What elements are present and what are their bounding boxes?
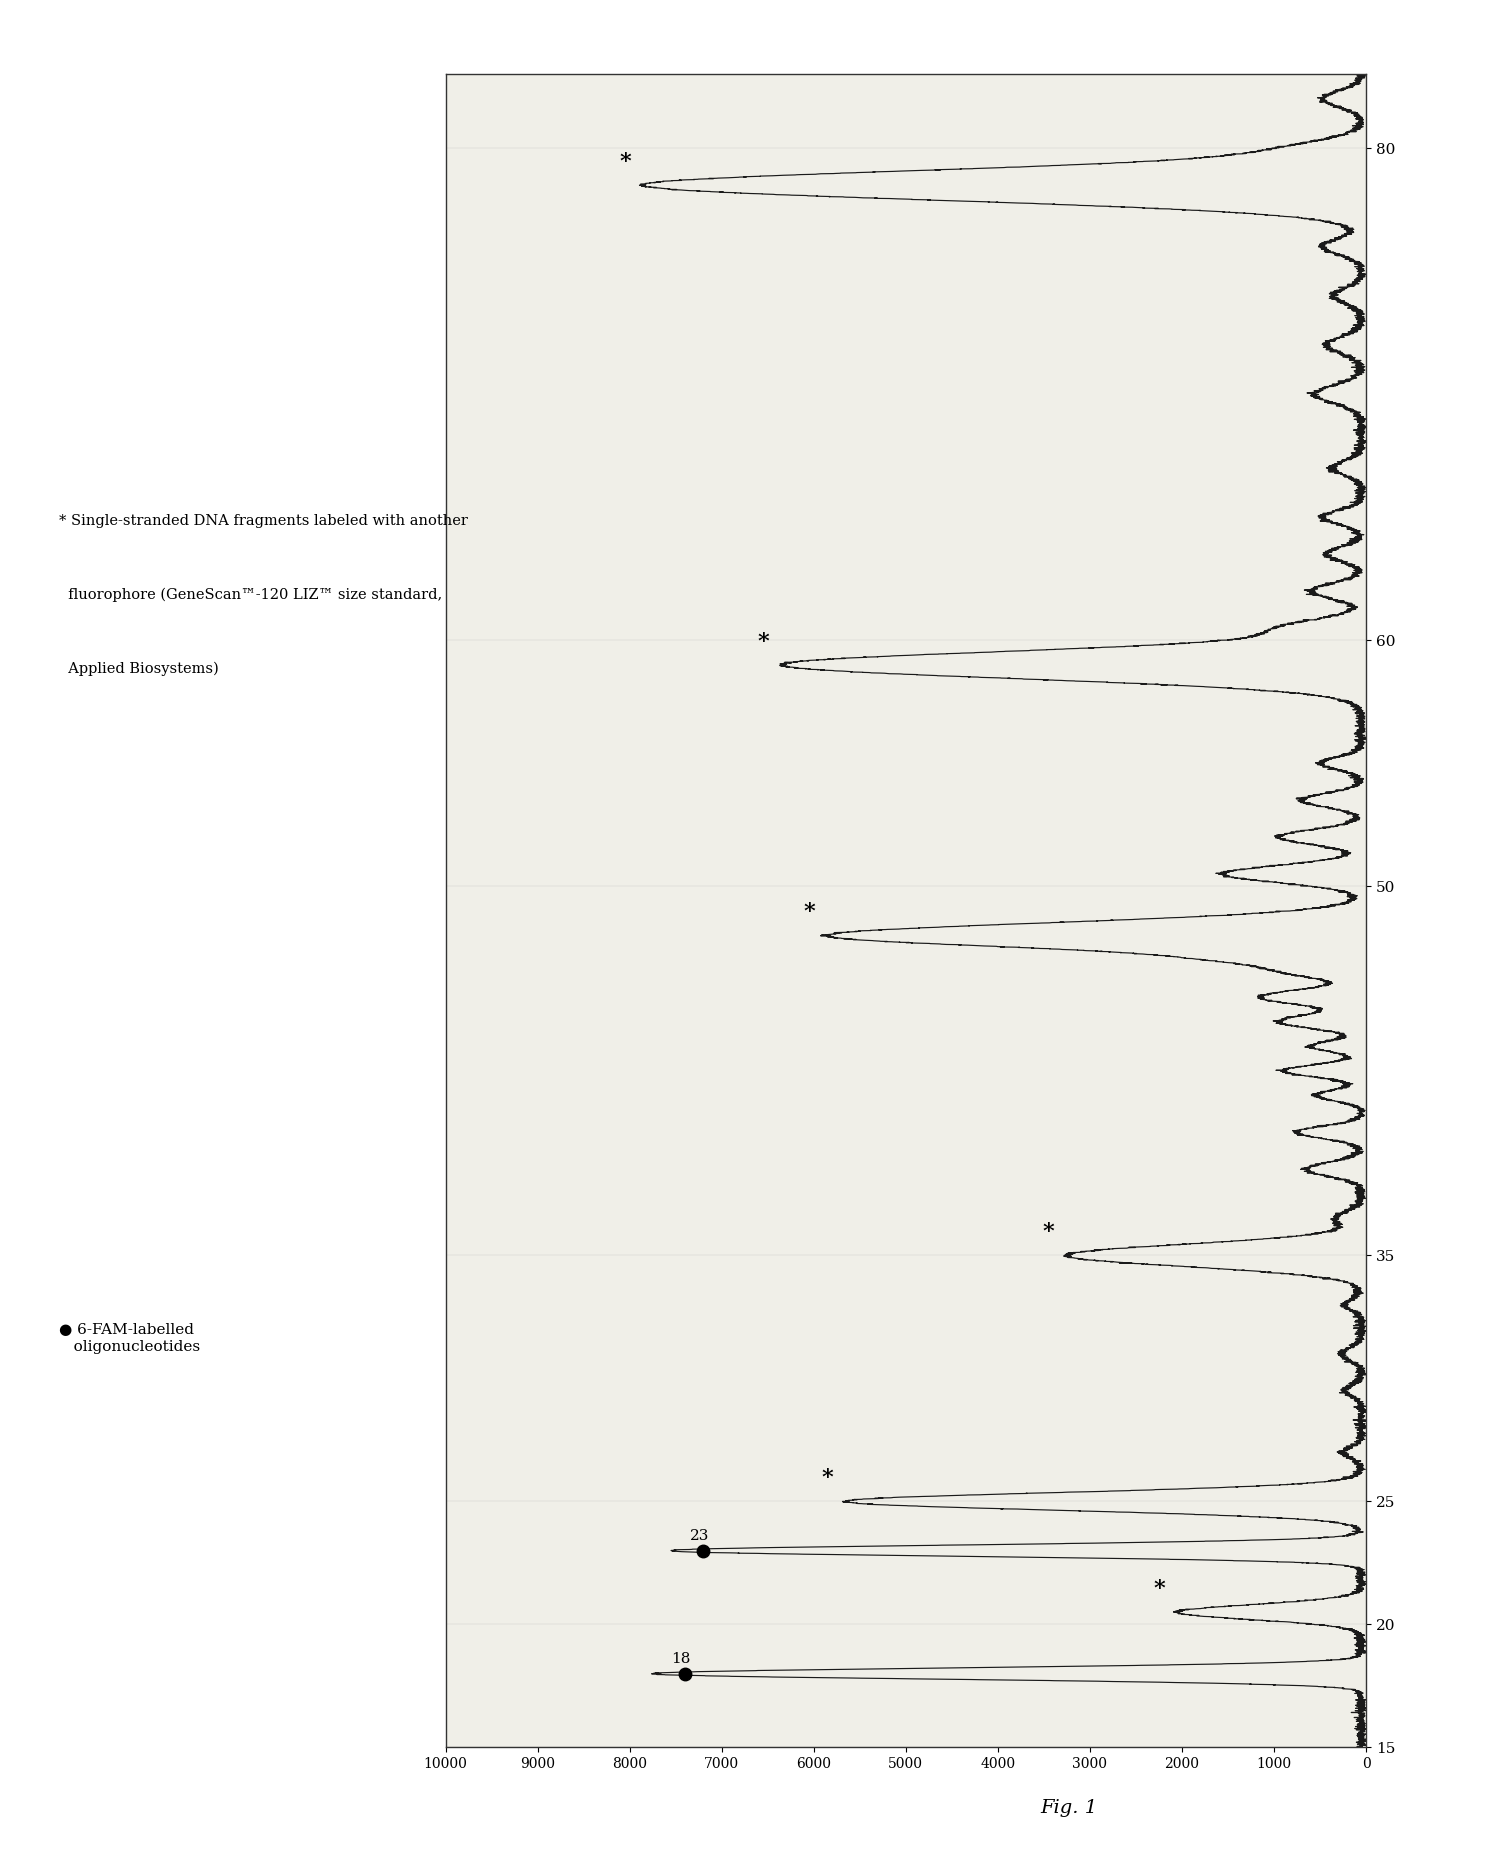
Text: Applied Biosystems): Applied Biosystems) xyxy=(59,662,220,677)
Text: fluorophore (GeneScan™-120 LIZ™ size standard,: fluorophore (GeneScan™-120 LIZ™ size sta… xyxy=(59,587,443,602)
Text: Fig. 1: Fig. 1 xyxy=(1041,1798,1097,1816)
Text: *: * xyxy=(821,1467,833,1489)
Text: *: * xyxy=(1042,1221,1054,1244)
Text: *: * xyxy=(1154,1578,1164,1601)
Text: *: * xyxy=(619,151,631,173)
Text: ● 6-FAM-labelled
   oligonucleotides: ● 6-FAM-labelled oligonucleotides xyxy=(59,1324,200,1353)
Text: *: * xyxy=(757,630,769,653)
Text: 23: 23 xyxy=(689,1530,708,1543)
Text: *: * xyxy=(803,902,815,924)
Text: 18: 18 xyxy=(671,1653,691,1666)
Text: * Single-stranded DNA fragments labeled with another: * Single-stranded DNA fragments labeled … xyxy=(59,513,468,528)
